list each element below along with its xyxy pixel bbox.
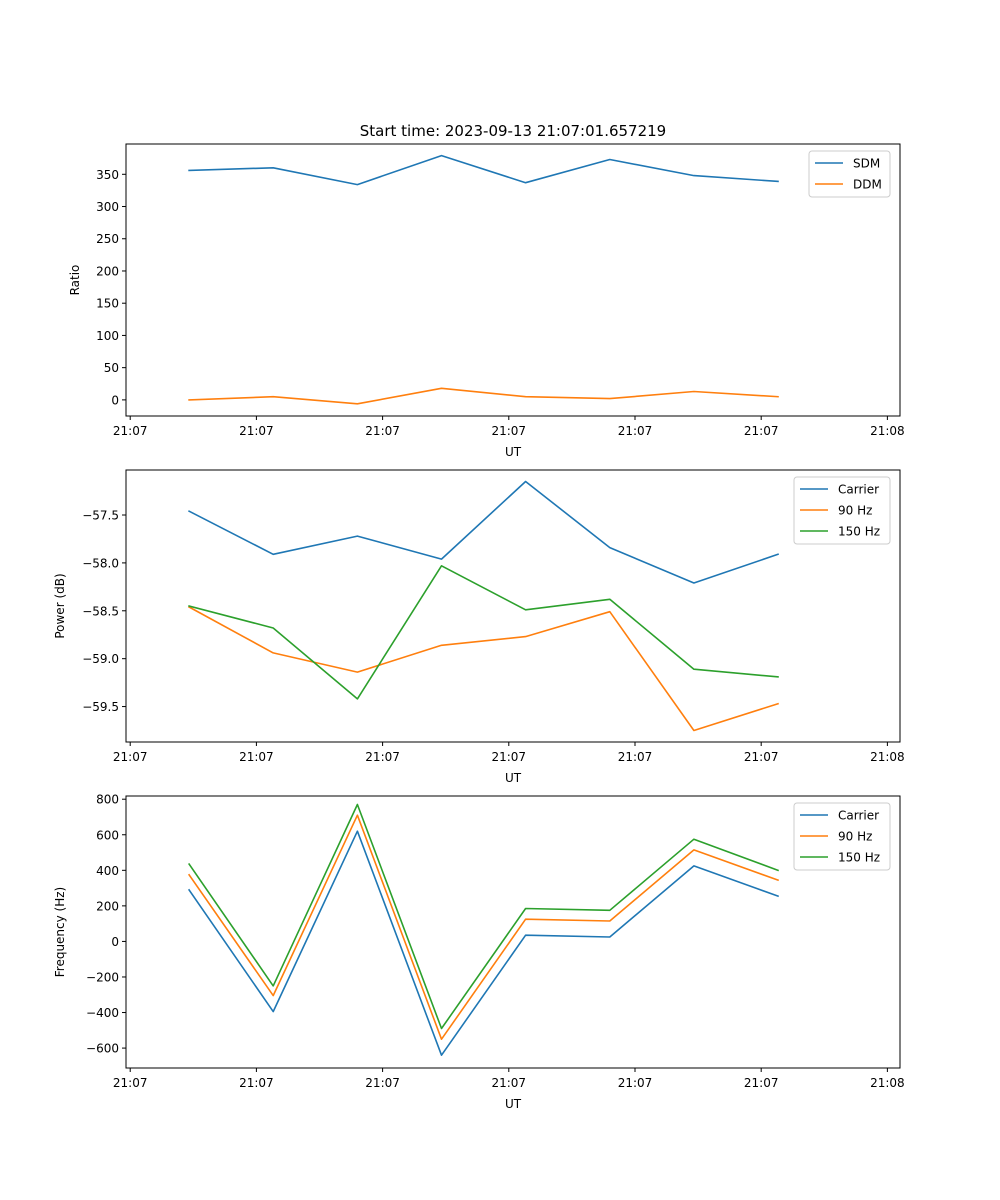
ratio-x-tick-label: 21:07 [113,424,148,438]
ratio-legend: SDM DDM [808,150,891,198]
frequency-legend-entry: 90 Hz [838,830,872,844]
power-x-tick-label: 21:07 [365,750,400,764]
frequency-y-tick-label: 400 [96,864,119,878]
frequency-y-tick-label: 200 [96,899,119,913]
frequency-series-carrier [187,830,780,1056]
chart-title: Start time: 2023-09-13 21:07:01.657219 [360,122,666,140]
power-x-tick-label: 21:07 [239,750,274,764]
frequency-x-tick-label: 21:07 [618,1076,653,1090]
power-series-90-hz [188,605,780,732]
subplot-frequency: 21:07 21:07 21:07 21:07 21:07 21:07 21:08 −600 −… [53,793,905,1111]
frequency-y-axis-label: Frequency (Hz) [53,887,67,978]
ratio-x-tick-label: 21:07 [744,424,779,438]
frequency-x-tick-label: 21:07 [239,1076,274,1090]
power-y-tick-label: −57.5 [82,509,119,523]
power-y-axis-label: Power (dB) [53,573,67,638]
ratio-y-tick-label: 100 [96,329,119,343]
ratio-series-ddm [188,387,779,405]
ratio-x-tick-label: 21:07 [239,424,274,438]
power-x-tick-label: 21:07 [744,750,779,764]
ratio-y-tick-label: 250 [96,232,119,246]
frequency-legend-box [793,802,891,871]
power-legend-entry: 150 Hz [838,525,880,539]
power-legend-entry: 90 Hz [838,504,872,518]
ratio-legend-entry: SDM [853,157,880,171]
subplot-power: 21:07 21:07 21:07 21:07 21:07 21:07 21:08 −59.5… [53,469,905,785]
frequency-y-tick-label: −200 [86,970,119,984]
power-x-tick-label: 21:07 [618,750,653,764]
frequency-legend: Carrier 90 Hz 150 Hz [793,802,891,871]
power-x-axis-label: UT [505,771,522,785]
ratio-y-tick-label: 50 [104,361,119,375]
ratio-x-tick-label: 21:07 [491,424,526,438]
ratio-axes-frame [125,143,901,417]
power-legend: Carrier 90 Hz 150 Hz [793,476,891,545]
power-y-tick-label: −59.5 [82,700,119,714]
frequency-x-tick-label: 21:08 [870,1076,905,1090]
power-x-tick-label: 21:08 [870,750,905,764]
frequency-legend-entry: 150 Hz [838,851,880,865]
frequency-x-tick-label: 21:07 [113,1076,148,1090]
ratio-x-tick-label: 21:08 [870,424,905,438]
frequency-axes-frame [125,795,901,1069]
frequency-y-tick-label: −400 [86,1006,119,1020]
power-legend-box [793,476,891,545]
ratio-y-tick-label: 150 [96,297,119,311]
ratio-y-tick-label: 200 [96,264,119,278]
power-axes-frame [125,469,901,743]
power-x-tick-label: 21:07 [491,750,526,764]
power-y-tick-label: −59.0 [82,652,119,666]
frequency-legend-entry: Carrier [838,809,879,823]
power-y-tick-label: −58.0 [82,556,119,570]
frequency-x-axis-label: UT [505,1097,522,1111]
ratio-y-axis-label: Ratio [68,265,82,296]
frequency-x-tick-label: 21:07 [491,1076,526,1090]
ratio-y-tick-label: 300 [96,200,119,214]
frequency-y-tick-label: −600 [86,1042,119,1056]
ratio-y-tick-label: 0 [111,393,119,407]
power-series-150-hz [188,564,779,700]
frequency-series-90-hz [187,814,780,1040]
frequency-series-150-hz [187,803,780,1030]
power-legend-entry: Carrier [838,483,879,497]
power-series-carrier [188,480,780,584]
ratio-x-axis-label: UT [505,445,522,459]
frequency-x-tick-label: 21:07 [365,1076,400,1090]
ratio-y-tick-label: 350 [96,168,119,182]
power-y-tick-label: −58.5 [82,604,119,618]
frequency-x-tick-label: 21:07 [744,1076,779,1090]
ratio-legend-entry: DDM [853,178,882,192]
ratio-x-tick-label: 21:07 [618,424,653,438]
ratio-series-sdm [188,154,779,186]
subplot-ratio: 21:07 21:07 21:07 21:07 21:07 21:07 21:08 0 50 10… [68,143,905,459]
frequency-y-tick-label: 800 [96,793,119,807]
power-x-tick-label: 21:07 [113,750,148,764]
frequency-y-tick-label: 0 [111,935,119,949]
frequency-y-tick-label: 600 [96,828,119,842]
ratio-x-tick-label: 21:07 [365,424,400,438]
